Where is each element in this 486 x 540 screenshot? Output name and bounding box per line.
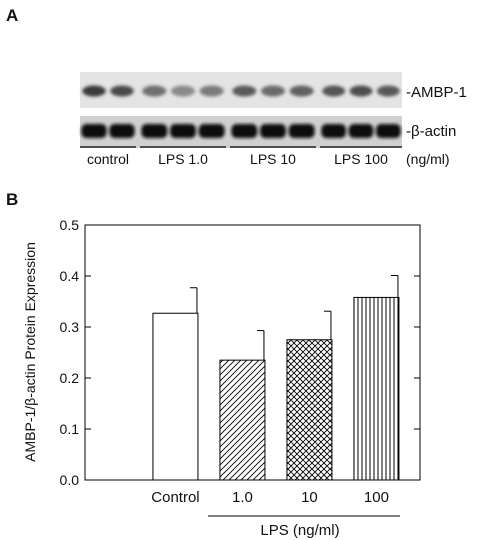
x-tick-label: Control bbox=[151, 489, 199, 506]
group-label-lps-1: LPS 1.0 bbox=[158, 151, 208, 167]
actin-band bbox=[231, 124, 258, 138]
ambp-band bbox=[376, 85, 400, 97]
actin-band bbox=[109, 124, 135, 138]
ambp-band bbox=[199, 85, 224, 97]
group-label-control: control bbox=[86, 151, 130, 167]
actin-band bbox=[141, 124, 168, 138]
x-tick-label: 10 bbox=[301, 489, 318, 506]
actin-band bbox=[81, 124, 107, 138]
group-label-lps-10: LPS 10 bbox=[250, 151, 296, 167]
group-label-lps-100: LPS 100 bbox=[334, 151, 388, 167]
actin-band bbox=[170, 124, 196, 138]
actin-band bbox=[198, 124, 225, 138]
x-tick-label: 100 bbox=[364, 489, 389, 506]
ambp-band bbox=[289, 85, 314, 97]
y-tick-label: 0.1 bbox=[60, 421, 80, 437]
actin-band bbox=[288, 124, 315, 138]
bar bbox=[353, 296, 400, 481]
ambp-band bbox=[110, 85, 134, 97]
y-tick-label: 0.0 bbox=[60, 472, 80, 488]
x-tick-label: 1.0 bbox=[232, 489, 253, 506]
ambp-band bbox=[349, 85, 373, 97]
bar bbox=[286, 339, 333, 481]
panel-b-letter: B bbox=[6, 190, 19, 209]
ambp-band bbox=[232, 85, 257, 97]
ambp-band bbox=[170, 85, 196, 97]
ambp-band bbox=[82, 85, 106, 97]
ambp-1-band-label: -AMBP-1 bbox=[406, 84, 467, 101]
beta-actin-band-label: -β-actin bbox=[406, 123, 457, 140]
actin-band bbox=[260, 124, 286, 138]
bar bbox=[219, 359, 266, 481]
ambp-band bbox=[260, 85, 286, 97]
bar bbox=[152, 312, 199, 481]
ambp-band bbox=[142, 85, 167, 97]
y-axis-label: AMBP-1/β-actin Protein Expression bbox=[22, 242, 38, 462]
actin-band bbox=[348, 124, 374, 138]
actin-band bbox=[376, 124, 401, 138]
unit-label: (ng/ml) bbox=[406, 151, 450, 167]
western-blot bbox=[80, 72, 402, 148]
y-tick-label: 0.4 bbox=[60, 268, 80, 284]
x-axis-label: LPS (ng/ml) bbox=[260, 522, 339, 539]
y-tick-label: 0.5 bbox=[60, 217, 80, 233]
y-tick-label: 0.2 bbox=[60, 370, 80, 386]
actin-band bbox=[321, 124, 346, 138]
panel-a-letter: A bbox=[6, 6, 19, 25]
ambp-band bbox=[322, 85, 346, 97]
bar-chart: 0.0 0.1 0.2 0.3 0.4 0.5 Control 1.0 10 100 AMBP-… bbox=[22, 217, 421, 539]
y-tick-label: 0.3 bbox=[60, 319, 80, 335]
